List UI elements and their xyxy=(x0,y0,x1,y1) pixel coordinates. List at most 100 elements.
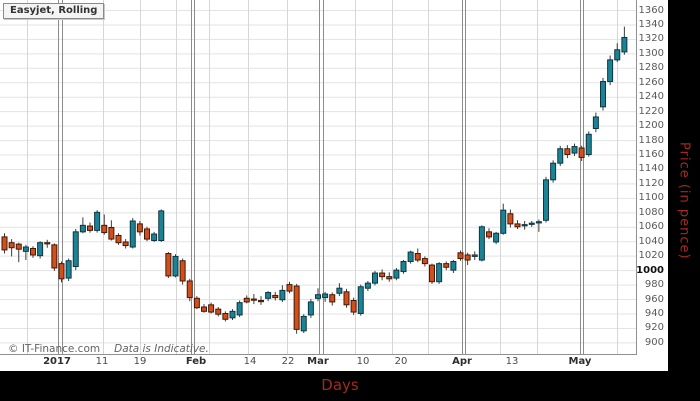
plot-background xyxy=(0,0,668,371)
candle-body xyxy=(486,231,492,238)
y-tick-label: 1200 xyxy=(638,120,664,132)
y-tick-label: 1300 xyxy=(638,47,664,59)
y-tick-label: 1280 xyxy=(638,62,664,74)
candle-body xyxy=(44,242,51,245)
candle-body xyxy=(151,233,158,242)
y-tick-label: 1060 xyxy=(638,221,664,233)
candle-body xyxy=(585,133,592,156)
candle-body xyxy=(564,148,571,156)
y-tick-label: 1140 xyxy=(638,163,664,175)
candle-body xyxy=(436,263,443,283)
candle-body xyxy=(429,264,435,283)
candle-body xyxy=(357,286,364,314)
candle-body xyxy=(478,226,485,261)
candle-body xyxy=(621,36,628,53)
candle-body xyxy=(72,231,79,268)
candle-body xyxy=(229,310,236,319)
candle-body xyxy=(108,227,115,240)
candle-body xyxy=(614,49,621,61)
candle-body xyxy=(592,116,599,130)
candle-body xyxy=(1,236,8,251)
candle-body xyxy=(343,291,350,306)
x-axis-title: Days xyxy=(321,376,359,394)
candle-body xyxy=(8,242,15,249)
candle-body xyxy=(500,209,507,234)
y-tick-label: 1020 xyxy=(638,250,664,262)
watermark: © IT-Finance.com Data is Indicative. xyxy=(8,343,209,355)
candle-body xyxy=(300,315,307,332)
x-tick-label: 11 xyxy=(95,356,109,367)
candle-body xyxy=(243,297,250,303)
y-tick-label: 940 xyxy=(644,307,664,319)
y-axis-title: Price (in pence) xyxy=(676,141,692,260)
candle-body xyxy=(265,292,272,299)
y-tick-label: 1260 xyxy=(638,76,664,88)
x-tick-label: 22 xyxy=(281,356,295,367)
candle-body xyxy=(407,251,414,262)
x-tick-label: May xyxy=(568,356,592,367)
instrument-title-box[interactable]: Easyjet, Rolling xyxy=(3,3,105,19)
candle-body xyxy=(222,312,229,320)
instrument-title: Easyjet, Rolling xyxy=(10,5,98,16)
candle-body xyxy=(443,263,450,268)
y-tick-label: 1040 xyxy=(638,235,664,247)
candle-body xyxy=(201,306,207,312)
y-tick-label: 1360 xyxy=(638,4,664,16)
y-tick-label: 1080 xyxy=(638,206,664,218)
indicative-note: Data is Indicative. xyxy=(114,343,209,355)
candle-body xyxy=(79,224,86,233)
x-tick-label: 10 xyxy=(356,356,370,367)
candle-body xyxy=(400,260,407,273)
candle-body xyxy=(350,299,357,313)
candle-body xyxy=(94,211,101,231)
y-tick-label: 1340 xyxy=(638,18,664,30)
copyright-text: © IT-Finance.com xyxy=(8,343,101,355)
y-tick-label: 960 xyxy=(644,293,664,305)
candle-body xyxy=(129,220,136,248)
x-tick-label: Apr xyxy=(452,356,472,367)
y-tick-label: 1240 xyxy=(638,91,664,103)
candle-body xyxy=(315,294,321,299)
y-tick-label: 1320 xyxy=(638,33,664,45)
y-tick-label: 1180 xyxy=(638,134,664,146)
y-tick-label: 1000 xyxy=(636,264,664,276)
x-axis-title-strip: Days xyxy=(0,371,700,401)
candle-body xyxy=(514,223,521,228)
candlestick-chart-canvas[interactable] xyxy=(0,0,637,355)
candle-body xyxy=(236,302,243,316)
candle-body xyxy=(329,294,336,303)
candle-body xyxy=(122,241,129,247)
y-tick-label: 920 xyxy=(644,322,664,334)
candle-body xyxy=(557,148,564,164)
candle-body xyxy=(457,252,464,260)
candle-body xyxy=(372,272,378,284)
candle-body xyxy=(250,298,257,301)
candle-body xyxy=(607,59,614,83)
candle-body xyxy=(521,224,528,227)
candle-body xyxy=(471,254,478,257)
candle-body xyxy=(144,228,150,240)
candle-body xyxy=(464,254,471,261)
y-tick-label: 900 xyxy=(644,336,664,348)
candle-body xyxy=(379,272,386,278)
candle-body xyxy=(186,280,193,299)
candle-body xyxy=(543,179,549,221)
candle-body xyxy=(272,294,279,299)
candle-body xyxy=(193,297,200,309)
x-tick-label: 14 xyxy=(243,356,257,367)
x-tick-label: 20 xyxy=(394,356,408,367)
x-tick-label: 13 xyxy=(505,356,519,367)
candle-body xyxy=(136,223,143,233)
candle-body xyxy=(208,304,215,313)
x-axis[interactable]: 2017 11 19 Feb 14 22 Mar 10 20 Apr 13 May xyxy=(0,355,637,371)
x-tick-label: Mar xyxy=(307,356,329,367)
y-axis[interactable]: 1360 1340 1320 1300 1280 1260 1240 1220 1200 1180… xyxy=(636,0,668,371)
candle-body xyxy=(51,244,58,269)
candle-body xyxy=(87,225,93,231)
candle-body xyxy=(115,234,122,244)
candle-body xyxy=(336,287,343,294)
x-tick-label: 2017 xyxy=(43,356,71,367)
candle-body xyxy=(578,147,585,158)
y-tick-label: 1220 xyxy=(638,105,664,117)
